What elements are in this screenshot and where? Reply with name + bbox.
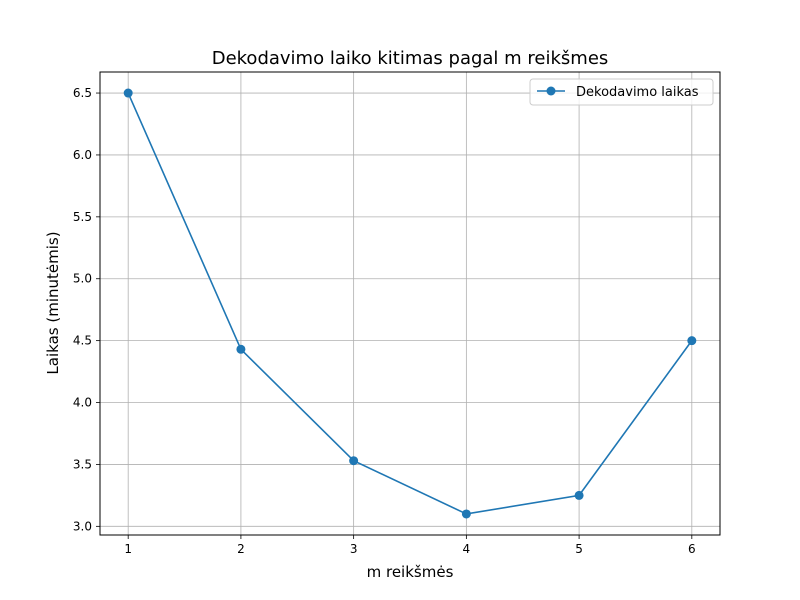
- data-point: [574, 490, 584, 500]
- x-tick-label: 4: [463, 542, 471, 556]
- legend: Dekodavimo laikas: [529, 78, 714, 106]
- legend-entry-label: Dekodavimo laikas: [576, 85, 699, 100]
- x-tick-label: 3: [350, 542, 358, 556]
- y-tick-label: 6.0: [73, 148, 92, 162]
- chart-title: Dekodavimo laiko kitimas pagal m reikšme…: [212, 48, 609, 69]
- x-tick-label: 6: [688, 542, 696, 556]
- y-axis-ticks: 3.0 3.5 4.0 4.5 5.0 5.5 6.0 6.5: [73, 86, 100, 533]
- series-line: [127, 92, 693, 515]
- legend-marker-sample: [546, 86, 556, 96]
- x-tick-label: 1: [124, 542, 132, 556]
- data-point: [349, 456, 359, 466]
- grid-lines: [100, 72, 720, 535]
- y-tick-label: 4.5: [73, 334, 92, 348]
- series-layer: [123, 88, 697, 519]
- plot-area-frame: [99, 71, 721, 536]
- x-tick-label: 5: [575, 542, 583, 556]
- y-tick-label: 4.0: [73, 396, 92, 410]
- legend-box: [529, 78, 714, 106]
- data-point: [236, 344, 246, 354]
- y-tick-label: 5.0: [73, 272, 92, 286]
- x-axis-label: m reikšmės: [367, 563, 454, 581]
- x-axis-ticks: 1 2 3 4 5 6: [124, 535, 696, 556]
- data-point: [461, 509, 471, 519]
- y-axis-label: Laikas (minutėmis): [44, 231, 62, 374]
- data-point: [687, 336, 697, 346]
- x-tick-label: 2: [237, 542, 245, 556]
- data-point: [123, 88, 133, 98]
- y-tick-label: 3.0: [73, 519, 92, 533]
- y-tick-label: 6.5: [73, 86, 92, 100]
- y-tick-label: 5.5: [73, 210, 92, 224]
- y-tick-label: 3.5: [73, 457, 92, 471]
